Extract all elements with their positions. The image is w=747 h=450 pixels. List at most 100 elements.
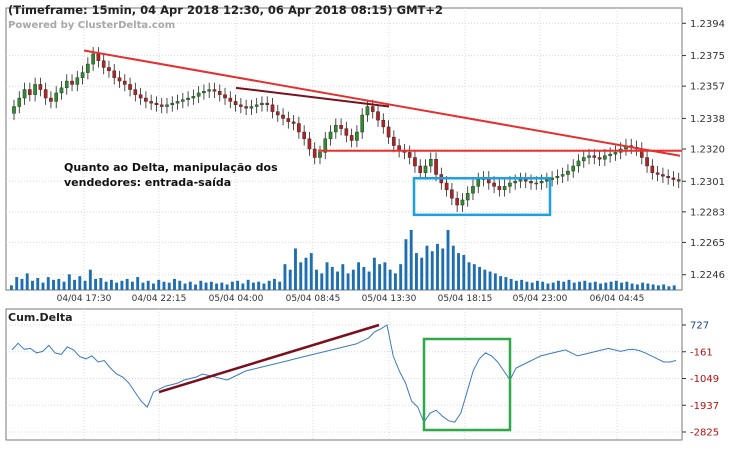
volume-bar — [351, 269, 355, 290]
volume-bar — [415, 253, 418, 290]
volume-bar — [136, 277, 140, 290]
candle-body — [70, 80, 74, 85]
volume-bar — [141, 282, 145, 290]
candle-body — [323, 138, 328, 153]
candle-body — [281, 114, 285, 119]
candle-body — [339, 125, 343, 129]
volume-bar — [614, 280, 618, 290]
candle-body — [291, 121, 296, 124]
candle-body — [22, 89, 27, 99]
volume-bar — [367, 271, 371, 290]
volume-bar — [20, 278, 24, 290]
volume-bar — [230, 281, 234, 290]
volume-bar — [104, 281, 108, 290]
volume-bar — [188, 281, 192, 290]
candle-body — [450, 189, 454, 199]
volume-bar — [267, 280, 271, 290]
candle-body — [138, 94, 143, 99]
candle-body — [581, 157, 586, 162]
candle-body — [128, 84, 132, 90]
volume-bar — [399, 264, 403, 290]
candle-body — [275, 111, 280, 116]
price-trendline — [83, 49, 681, 157]
volume-bar — [346, 273, 350, 290]
volume-bar — [446, 230, 450, 290]
volume-bar — [99, 278, 103, 290]
candle-body — [75, 77, 80, 85]
volume-bar — [383, 262, 387, 290]
volume-bar — [325, 262, 329, 290]
volume-bar — [36, 278, 40, 290]
volume-bar — [499, 276, 503, 290]
price-highlight-box — [412, 177, 552, 217]
candle-body — [38, 84, 43, 90]
volume-bar — [462, 254, 466, 290]
candle-body — [318, 152, 322, 158]
candle-body — [170, 102, 175, 106]
candle-body — [650, 165, 655, 173]
candle-body — [86, 63, 90, 73]
sub-panel-frame — [5, 308, 683, 441]
volume-bar — [330, 266, 334, 290]
candle-body — [613, 152, 618, 155]
candle-body — [555, 175, 560, 179]
candle-body — [492, 182, 496, 187]
volume-bar — [225, 284, 229, 290]
cum-delta-title: Cum.Delta — [8, 311, 73, 324]
volume-bar — [41, 282, 45, 290]
candle-body — [344, 128, 349, 136]
sub-y-tick-label: -2825 — [690, 428, 719, 439]
volume-bar — [67, 274, 71, 290]
main-y-tick-label: 1.2375 — [690, 51, 725, 62]
volume-bar — [420, 257, 424, 290]
candle-body — [202, 91, 206, 94]
annotation-note: Quanto ao Delta, manipulação dos vendedo… — [64, 160, 278, 190]
volume-bar — [173, 278, 176, 290]
volume-bar — [236, 280, 240, 290]
candle-body — [328, 131, 333, 140]
volume-bar — [251, 282, 255, 290]
candle-body — [355, 131, 359, 141]
delta-highlight-box — [422, 337, 512, 432]
candle-body — [592, 155, 597, 158]
candle-body — [28, 89, 32, 95]
volume-bar — [388, 269, 392, 290]
candle-body — [297, 123, 301, 133]
volume-bar — [341, 264, 345, 290]
candle-body — [107, 67, 111, 72]
volume-bar — [362, 266, 366, 290]
candle-body — [96, 53, 101, 61]
candle-body — [54, 92, 59, 102]
candle-body — [270, 104, 275, 112]
volume-bar — [562, 281, 566, 290]
candle-body — [307, 138, 312, 150]
candle-body — [112, 70, 117, 78]
volume-bar — [393, 273, 397, 290]
volume-bar — [52, 279, 55, 290]
volume-bar — [467, 262, 471, 290]
volume-bar — [514, 280, 518, 290]
volume-bar — [409, 230, 413, 290]
sub-y-tick-label: -161 — [690, 347, 713, 358]
x-tick-label: 04/04 22:15 — [132, 294, 187, 304]
volume-bar — [120, 280, 124, 290]
volume-bar — [125, 278, 129, 290]
candle-body — [523, 179, 528, 182]
candle-body — [608, 153, 612, 156]
volume-bar — [94, 278, 98, 290]
x-tick-label: 05/04 08:45 — [286, 294, 341, 304]
candle-body — [223, 94, 227, 99]
candle-body — [265, 102, 270, 106]
candle-body — [17, 97, 22, 107]
candle-body — [207, 89, 211, 92]
candle-body — [560, 174, 565, 177]
volume-bar — [146, 280, 150, 290]
candle-body — [175, 101, 180, 104]
volume-bar — [656, 285, 660, 290]
volume-bar — [315, 269, 318, 290]
volume-bar — [588, 282, 592, 290]
candle-body — [376, 111, 380, 121]
candle-body — [165, 104, 169, 107]
volume-bar — [31, 280, 34, 290]
candle-body — [360, 114, 364, 133]
